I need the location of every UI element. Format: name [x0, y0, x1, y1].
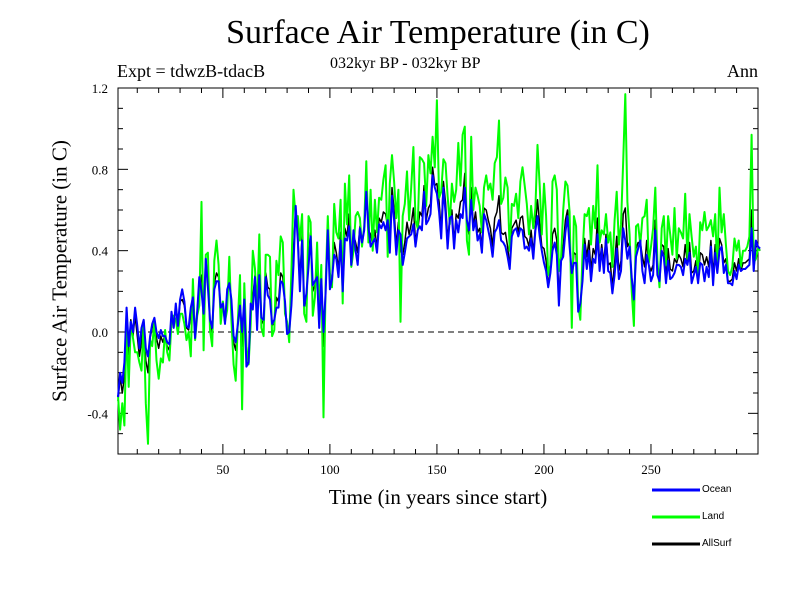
y-tick-label: 1.2 [92, 81, 108, 96]
legend-label-allsurf: AllSurf [702, 538, 732, 549]
experiment-label: Expt = tdwzB-tdacB [117, 61, 266, 81]
x-tick-label: 250 [641, 462, 661, 477]
data-series [117, 93, 761, 445]
y-axis-label: Surface Air Temperature (in C) [47, 140, 72, 402]
legend-label-land: Land [702, 511, 725, 522]
x-tick-label: 200 [534, 462, 554, 477]
y-tick-label: 0.0 [92, 325, 108, 340]
y-tick-label: 0.4 [92, 244, 109, 259]
axis-ticks: 50 100 150 200 250 -0.4 0.0 0.4 0.8 1.2 [87, 81, 758, 477]
y-tick-label: -0.4 [87, 406, 108, 421]
series-line-land [117, 93, 761, 445]
x-tick-label: 50 [216, 462, 229, 477]
period-label: Ann [727, 61, 758, 81]
x-axis-label: Time (in years since start) [328, 485, 548, 509]
x-tick-label: 100 [320, 462, 340, 477]
legend [652, 488, 700, 546]
y-tick-label: 0.8 [92, 162, 108, 177]
legend-label-ocean: Ocean [702, 484, 732, 495]
series-line-ocean [117, 174, 761, 398]
chart-title: Surface Air Temperature (in C) [226, 14, 650, 51]
x-tick-label: 150 [427, 462, 447, 477]
chart-subtitle: 032kyr BP - 032kyr BP [330, 55, 481, 72]
